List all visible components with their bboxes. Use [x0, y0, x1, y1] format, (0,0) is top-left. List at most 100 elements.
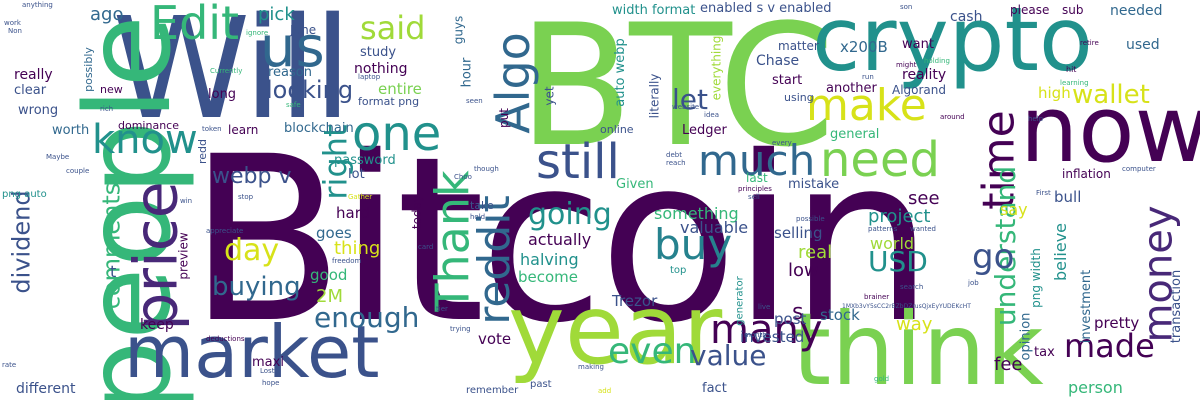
word-project: project — [868, 206, 931, 227]
word-wallet: wallet — [1072, 80, 1150, 110]
word-study: study — [360, 45, 397, 60]
word-though: though — [474, 165, 499, 173]
word-used: used — [1126, 37, 1160, 53]
word-even: even — [608, 331, 697, 372]
word-every: every — [772, 139, 792, 147]
word-buy: buy — [654, 220, 733, 269]
word-holding: holding — [924, 57, 950, 65]
word-one: one — [352, 106, 442, 162]
word-tier: tier — [436, 305, 448, 313]
word-make: make — [806, 80, 927, 131]
word-still: still — [536, 134, 620, 190]
word-everything: everything — [709, 35, 724, 101]
word-algorand: Algorand — [892, 83, 947, 97]
word-retire: retire — [1080, 39, 1099, 47]
word-top: top — [670, 265, 687, 276]
word-investment: investment — [1079, 269, 1095, 344]
word-matter: matter — [778, 39, 819, 53]
word-thing: thing — [334, 238, 381, 259]
word-possible: possible — [796, 215, 825, 223]
word-safe: safe — [286, 101, 301, 109]
word-reach: reach — [666, 159, 686, 167]
word-say: say — [1000, 200, 1028, 219]
word-computer: computer — [1122, 165, 1156, 173]
word-crypto: crypto — [812, 0, 1093, 91]
word-want: want — [902, 37, 934, 52]
word-said: said — [360, 9, 426, 47]
word-couple: couple — [66, 167, 90, 175]
word-search: search — [900, 283, 924, 291]
word-brainer: brainer — [864, 293, 890, 301]
word-put: put — [496, 108, 511, 128]
word-gold: gold — [874, 375, 890, 383]
word-trezor: Trezor — [612, 292, 658, 310]
word-buying: buying — [212, 272, 301, 302]
word-invested: invested — [740, 328, 805, 346]
word-ledger: Ledger — [682, 123, 727, 138]
word-opinion: opinion — [1018, 312, 1034, 361]
word-clear: clear — [14, 83, 47, 98]
word-see: see — [908, 188, 940, 209]
word-dominance: dominance — [118, 119, 179, 132]
word-around: around — [940, 113, 965, 121]
word-reality: reality — [902, 67, 947, 83]
word-wanted: wanted — [910, 225, 936, 233]
word-remember: remember — [466, 385, 519, 396]
word-card: card — [418, 243, 434, 251]
word-good: good — [310, 266, 348, 284]
word-different: different — [16, 381, 76, 397]
word-world: world — [870, 234, 915, 253]
word-debt: debt — [666, 151, 682, 159]
word-help: help — [1028, 115, 1044, 123]
word-reason: reason — [268, 65, 312, 80]
word-non: Non — [8, 27, 22, 35]
word-x200b: x200B — [840, 38, 888, 56]
word-run: run — [862, 73, 874, 81]
word-halving: halving — [520, 250, 579, 269]
word-person: person — [1068, 378, 1123, 397]
word-literally: literally — [647, 73, 662, 119]
word-preview: preview — [176, 232, 191, 280]
word-new: new — [100, 83, 123, 96]
word-bull: bull — [1054, 188, 1082, 206]
word-live: live — [758, 303, 771, 311]
word-ignore: ignore — [246, 29, 269, 37]
word-need: need — [820, 132, 940, 188]
word-hour: hour — [459, 57, 475, 88]
word-high: high — [1038, 84, 1071, 102]
word-pretty: pretty — [1094, 314, 1140, 332]
word-pick: pick — [258, 4, 295, 25]
word-trying: trying — [450, 325, 471, 333]
word-will: Will — [112, 0, 352, 151]
word-png-auto: png auto — [2, 189, 47, 200]
word-much: much — [698, 136, 816, 185]
word-made: made — [1064, 327, 1155, 365]
word-today: today — [410, 194, 425, 230]
word-think: think — [792, 291, 1044, 400]
word-sell: sell — [748, 193, 760, 201]
word-looking: looking — [266, 76, 354, 104]
word-currently: Currently — [210, 67, 243, 75]
word-selling: selling — [774, 224, 823, 242]
word-fee: fee — [994, 354, 1023, 375]
word-website: website — [672, 103, 700, 111]
word-possibly: possibly — [81, 47, 95, 92]
word-day: day — [224, 233, 280, 268]
word-add: add — [598, 387, 612, 395]
word-actually: actually — [528, 230, 592, 249]
word-appreciate: appreciate — [206, 227, 244, 235]
word-guys: guys — [451, 15, 466, 45]
word-png-width: png width — [1028, 248, 1043, 308]
word-usd: USD — [868, 245, 928, 278]
word-value: value — [690, 339, 767, 372]
word-general: general — [830, 127, 880, 142]
word-learn: learn — [228, 123, 259, 137]
word-online: online — [600, 123, 634, 136]
word-vote: vote — [478, 330, 512, 348]
word-market: market — [124, 310, 380, 394]
word-hold: hold — [470, 213, 486, 221]
word-redd: redd — [196, 138, 210, 165]
word-stock: stock — [820, 306, 860, 324]
word-needed: needed — [1110, 3, 1163, 19]
word-idea: idea — [704, 111, 719, 119]
